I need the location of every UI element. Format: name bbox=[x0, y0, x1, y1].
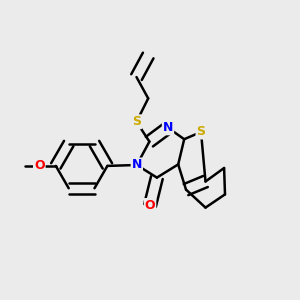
Text: N: N bbox=[132, 158, 142, 172]
Text: N: N bbox=[163, 121, 173, 134]
Text: S: S bbox=[132, 115, 141, 128]
Text: O: O bbox=[34, 159, 45, 172]
Text: S: S bbox=[196, 125, 206, 139]
Text: O: O bbox=[145, 199, 155, 212]
